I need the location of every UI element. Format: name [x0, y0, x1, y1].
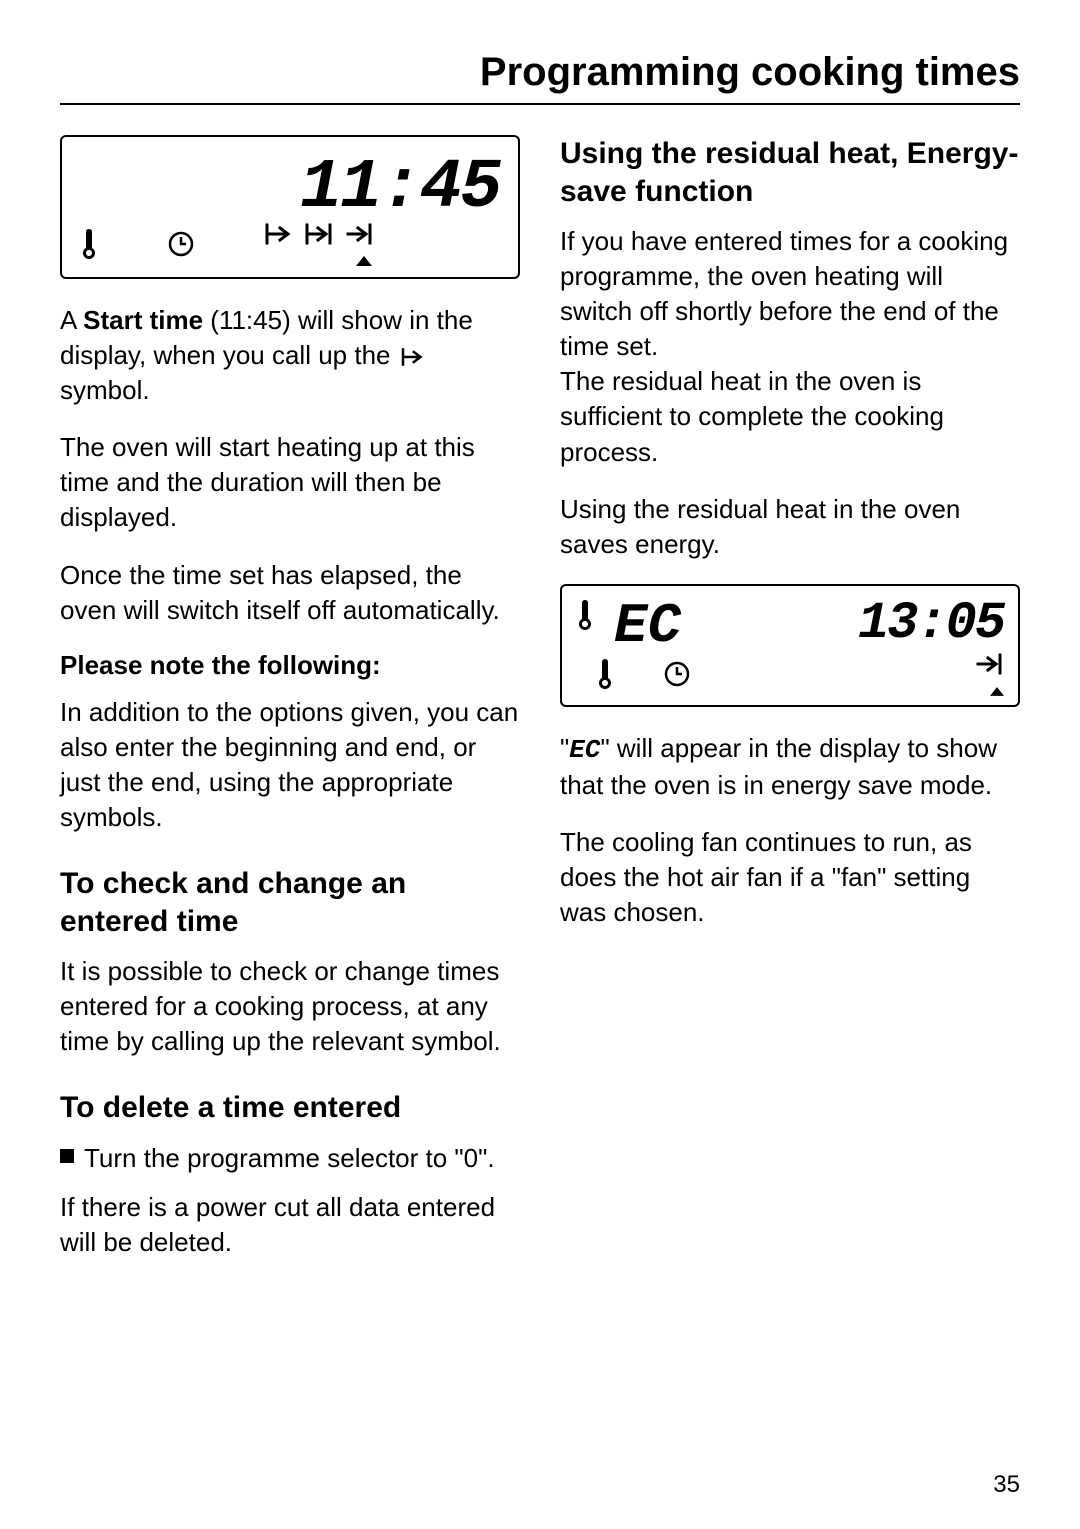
- bullet-text: Turn the programme selector to "0".: [84, 1141, 495, 1176]
- page-number: 35: [993, 1471, 1020, 1499]
- start-time-paragraph: A Start time (11:45) will show in the di…: [60, 303, 520, 408]
- residual-heat-heading: Using the residual heat, Energy-save fun…: [560, 135, 1020, 210]
- text-fragment: " will appear in the display to show tha…: [560, 733, 997, 800]
- ec-inline: EC: [569, 735, 600, 765]
- body-paragraph: The oven will start heating up at this t…: [60, 430, 520, 535]
- end-arrow-icon: [344, 222, 374, 251]
- body-paragraph: If you have entered times for a cooking …: [560, 224, 1020, 364]
- body-paragraph: If there is a power cut all data entered…: [60, 1190, 520, 1260]
- thermometer-icon: [596, 657, 614, 696]
- thermometer-icon: [576, 598, 594, 637]
- oven-display-2: EC 13:05: [560, 584, 1020, 707]
- title-rule: [60, 103, 1020, 105]
- start-arrow-icon: [264, 222, 294, 251]
- text-fragment: symbol.: [60, 375, 150, 405]
- left-column: 11:45: [60, 135, 520, 1282]
- start-arrow-icon-inline: [398, 340, 428, 370]
- bullet-square-icon: [60, 1149, 74, 1163]
- body-paragraph: The residual heat in the oven is suffici…: [560, 364, 1020, 469]
- clock-icon: [168, 231, 194, 262]
- end-symbol-group: [974, 652, 1004, 701]
- page-title: Programming cooking times: [60, 50, 1020, 95]
- display-time: 11:45: [300, 149, 500, 228]
- check-change-heading: To check and change an entered time: [60, 865, 520, 940]
- bullet-item: Turn the programme selector to "0".: [60, 1141, 520, 1176]
- body-paragraph: Once the time set has elapsed, the oven …: [60, 558, 520, 628]
- thermometer-icon: [80, 227, 98, 266]
- delete-time-heading: To delete a time entered: [60, 1089, 520, 1127]
- ec-paragraph: "EC" will appear in the display to show …: [560, 731, 1020, 803]
- text-fragment: ": [560, 733, 569, 763]
- oven-display-1: 11:45: [60, 135, 520, 279]
- display-time: 13:05: [858, 594, 1004, 653]
- body-paragraph: The cooling fan continues to run, as doe…: [560, 825, 1020, 930]
- body-paragraph: Using the residual heat in the oven save…: [560, 492, 1020, 562]
- display-ec-text: EC: [614, 594, 681, 658]
- content-columns: 11:45: [60, 135, 1020, 1282]
- right-column: Using the residual heat, Energy-save fun…: [560, 135, 1020, 1282]
- clock-icon: [664, 661, 690, 692]
- body-paragraph: In addition to the options given, you ca…: [60, 695, 520, 835]
- selector-triangle-icon: [982, 683, 1004, 701]
- note-heading: Please note the following:: [60, 650, 520, 681]
- start-time-label: Start time: [83, 305, 203, 335]
- end-arrow-icon: [974, 663, 1004, 680]
- selector-triangle-icon: [356, 253, 374, 271]
- timer-symbol-group: [264, 222, 374, 271]
- body-paragraph: It is possible to check or change times …: [60, 954, 520, 1059]
- duration-arrow-icon: [304, 222, 334, 251]
- text-fragment: A: [60, 305, 83, 335]
